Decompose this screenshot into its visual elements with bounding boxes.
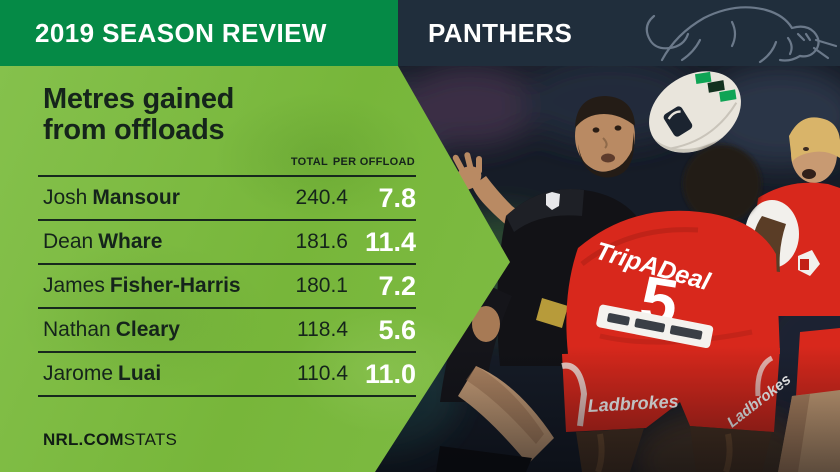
season-review-banner: 2019 SEASON REVIEW [0,0,398,66]
nrl-badge-icon [546,192,560,210]
total-value: 180.1 [295,274,348,297]
stats-label: STATS [123,430,177,449]
column-headers: TOTAL PER OFFLOAD [0,156,510,170]
player-name: James Fisher-Harris [43,274,241,297]
column-header-per-offload: PER OFFLOAD [332,156,415,168]
player-name: Jarome Luai [43,362,162,385]
table-row: Josh Mansour 240.4 7.8 [38,177,416,221]
total-value: 181.6 [295,230,348,253]
season-review-title: 2019 SEASON REVIEW [35,17,327,48]
panel-title-line1: Metres gained [43,83,235,115]
player-name: Dean Whare [43,230,163,253]
team-banner: PANTHERS [398,0,840,66]
panel-title: Metres gained from offloads [43,84,234,146]
nrl-stats-brand: NRL.COMSTATS [43,430,177,450]
panthers-logo-icon [640,0,840,66]
table-row: Nathan Cleary 118.4 5.6 [38,309,416,353]
jersey-lower-sponsor-band [596,304,714,349]
per-offload-value: 11.0 [364,358,416,389]
per-offload-value: 11.4 [364,226,416,257]
player-name: Josh Mansour [43,186,180,209]
nrl-com-logo: NRL.COM [43,430,124,449]
jersey-stripe [536,298,568,328]
stats-table: Josh Mansour 240.4 7.8 Dean Whare 181.6 11… [38,175,416,397]
per-offload-value: 7.8 [378,182,416,213]
team-name: PANTHERS [428,17,573,48]
per-offload-value: 5.6 [378,314,416,345]
rugby-ball [649,71,741,153]
per-offload-value: 7.2 [378,270,416,301]
table-row: Dean Whare 181.6 11.4 [38,221,416,265]
column-header-total: TOTAL [290,156,328,168]
table-row: James Fisher-Harris 180.1 7.2 [38,265,416,309]
table-row: Jarome Luai 110.4 11.0 [38,353,416,397]
total-value: 110.4 [297,362,348,385]
total-value: 118.4 [297,318,348,341]
header-bar: 2019 SEASON REVIEW PANTHERS [0,0,840,66]
player-name: Nathan Cleary [43,318,180,341]
total-value: 240.4 [295,186,348,209]
panel-title-line2: from offloads [43,114,225,146]
